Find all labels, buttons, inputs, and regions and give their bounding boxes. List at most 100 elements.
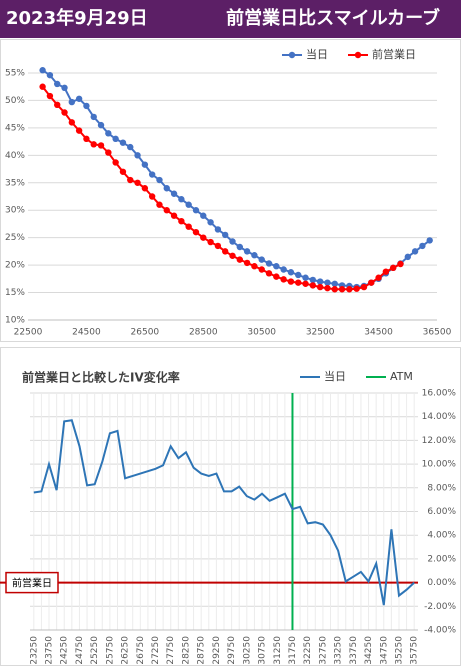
marker xyxy=(251,263,258,270)
x-tick-label: 29750 xyxy=(227,636,237,665)
header-date: 2023年9月29日 xyxy=(6,7,148,29)
marker xyxy=(192,228,200,236)
marker xyxy=(214,226,222,233)
marker xyxy=(295,271,302,279)
series-line xyxy=(33,419,415,606)
marker xyxy=(280,276,287,283)
x-tick-label: 30750 xyxy=(258,636,268,665)
chart-frame xyxy=(0,39,461,342)
reference-label-box xyxy=(5,571,59,594)
x-tick-label: 28500 xyxy=(189,328,218,338)
x-tick-label: 25750 xyxy=(105,636,115,665)
y-tick-label: 25% xyxy=(5,233,25,243)
marker xyxy=(178,217,185,225)
marker xyxy=(382,268,390,275)
marker xyxy=(368,279,375,286)
marker xyxy=(207,238,214,246)
marker xyxy=(185,201,192,208)
x-tick-label: 31750 xyxy=(288,636,298,665)
y-tick-label: 10% xyxy=(5,316,25,326)
marker xyxy=(273,263,280,270)
y-tick-label: 55% xyxy=(5,68,25,78)
marker xyxy=(97,121,105,129)
x-tick-label: 24250 xyxy=(60,636,70,665)
x-tick-label: 33250 xyxy=(334,636,344,665)
x-tick-label: 30500 xyxy=(247,328,276,338)
marker xyxy=(229,252,236,259)
marker xyxy=(112,159,119,166)
x-tick-label: 28250 xyxy=(181,636,191,665)
x-tick-label: 34250 xyxy=(364,636,374,665)
x-tick-label: 24750 xyxy=(75,636,85,665)
legend-marker xyxy=(354,51,362,59)
x-tick-label: 34750 xyxy=(379,636,389,665)
marker xyxy=(426,237,433,244)
marker xyxy=(39,83,46,90)
y-tick-label: 40% xyxy=(5,151,25,161)
marker xyxy=(90,141,97,148)
marker xyxy=(148,193,156,200)
legend-label: 前営業日 xyxy=(372,47,416,61)
marker xyxy=(324,279,331,286)
x-tick-label: 27750 xyxy=(166,636,176,665)
marker xyxy=(192,207,200,214)
y-tick-label: 12.00% xyxy=(422,436,457,446)
y-tick-label: 8.00% xyxy=(427,483,456,493)
marker xyxy=(148,171,156,178)
marker xyxy=(221,231,229,239)
x-tick-label: 32500 xyxy=(306,328,335,338)
x-tick-label: 23750 xyxy=(45,636,55,665)
marker xyxy=(90,113,97,121)
marker xyxy=(243,259,251,267)
marker xyxy=(221,248,229,255)
y-tick-label: 14.00% xyxy=(422,412,457,422)
marker xyxy=(61,84,68,92)
marker xyxy=(258,256,265,263)
marker xyxy=(68,119,76,126)
x-tick-label: 26750 xyxy=(136,636,146,665)
marker xyxy=(112,135,119,143)
x-tick-label: 29250 xyxy=(212,636,222,665)
marker xyxy=(127,143,134,151)
x-tick-label: 25250 xyxy=(90,636,100,665)
marker xyxy=(75,95,83,102)
x-tick-label: 22500 xyxy=(14,328,43,338)
marker xyxy=(353,285,360,292)
y-tick-label: 45% xyxy=(5,123,25,133)
x-tick-label: 32750 xyxy=(318,636,328,665)
marker xyxy=(75,127,83,134)
marker xyxy=(207,219,214,226)
legend-label: 当日 xyxy=(306,47,328,61)
marker xyxy=(419,242,426,250)
x-tick-label: 26250 xyxy=(121,636,131,665)
y-tick-label: 50% xyxy=(5,96,25,106)
y-tick-label: 4.00% xyxy=(427,531,456,541)
x-tick-label: 30250 xyxy=(242,636,252,665)
marker xyxy=(360,283,368,291)
marker xyxy=(316,278,324,285)
marker xyxy=(39,67,46,74)
marker xyxy=(46,71,54,79)
marker xyxy=(243,248,251,255)
x-tick-label: 35750 xyxy=(410,636,420,665)
marker xyxy=(61,109,68,116)
y-tick-label: 2.00% xyxy=(427,554,456,564)
marker xyxy=(54,101,61,109)
marker xyxy=(316,283,324,291)
marker xyxy=(134,179,141,186)
x-tick-label: 33750 xyxy=(349,636,359,665)
marker xyxy=(331,280,338,287)
x-tick-label: 31250 xyxy=(273,636,283,665)
marker xyxy=(258,266,265,273)
marker xyxy=(170,190,178,197)
marker xyxy=(375,274,382,281)
marker xyxy=(214,242,222,250)
marker xyxy=(105,149,112,156)
marker xyxy=(273,273,280,280)
legend-label: 当日 xyxy=(324,369,346,383)
marker xyxy=(404,253,411,261)
x-tick-label: 27250 xyxy=(151,636,161,665)
marker xyxy=(309,282,317,289)
marker xyxy=(324,284,331,292)
x-tick-label: 32250 xyxy=(303,636,313,665)
